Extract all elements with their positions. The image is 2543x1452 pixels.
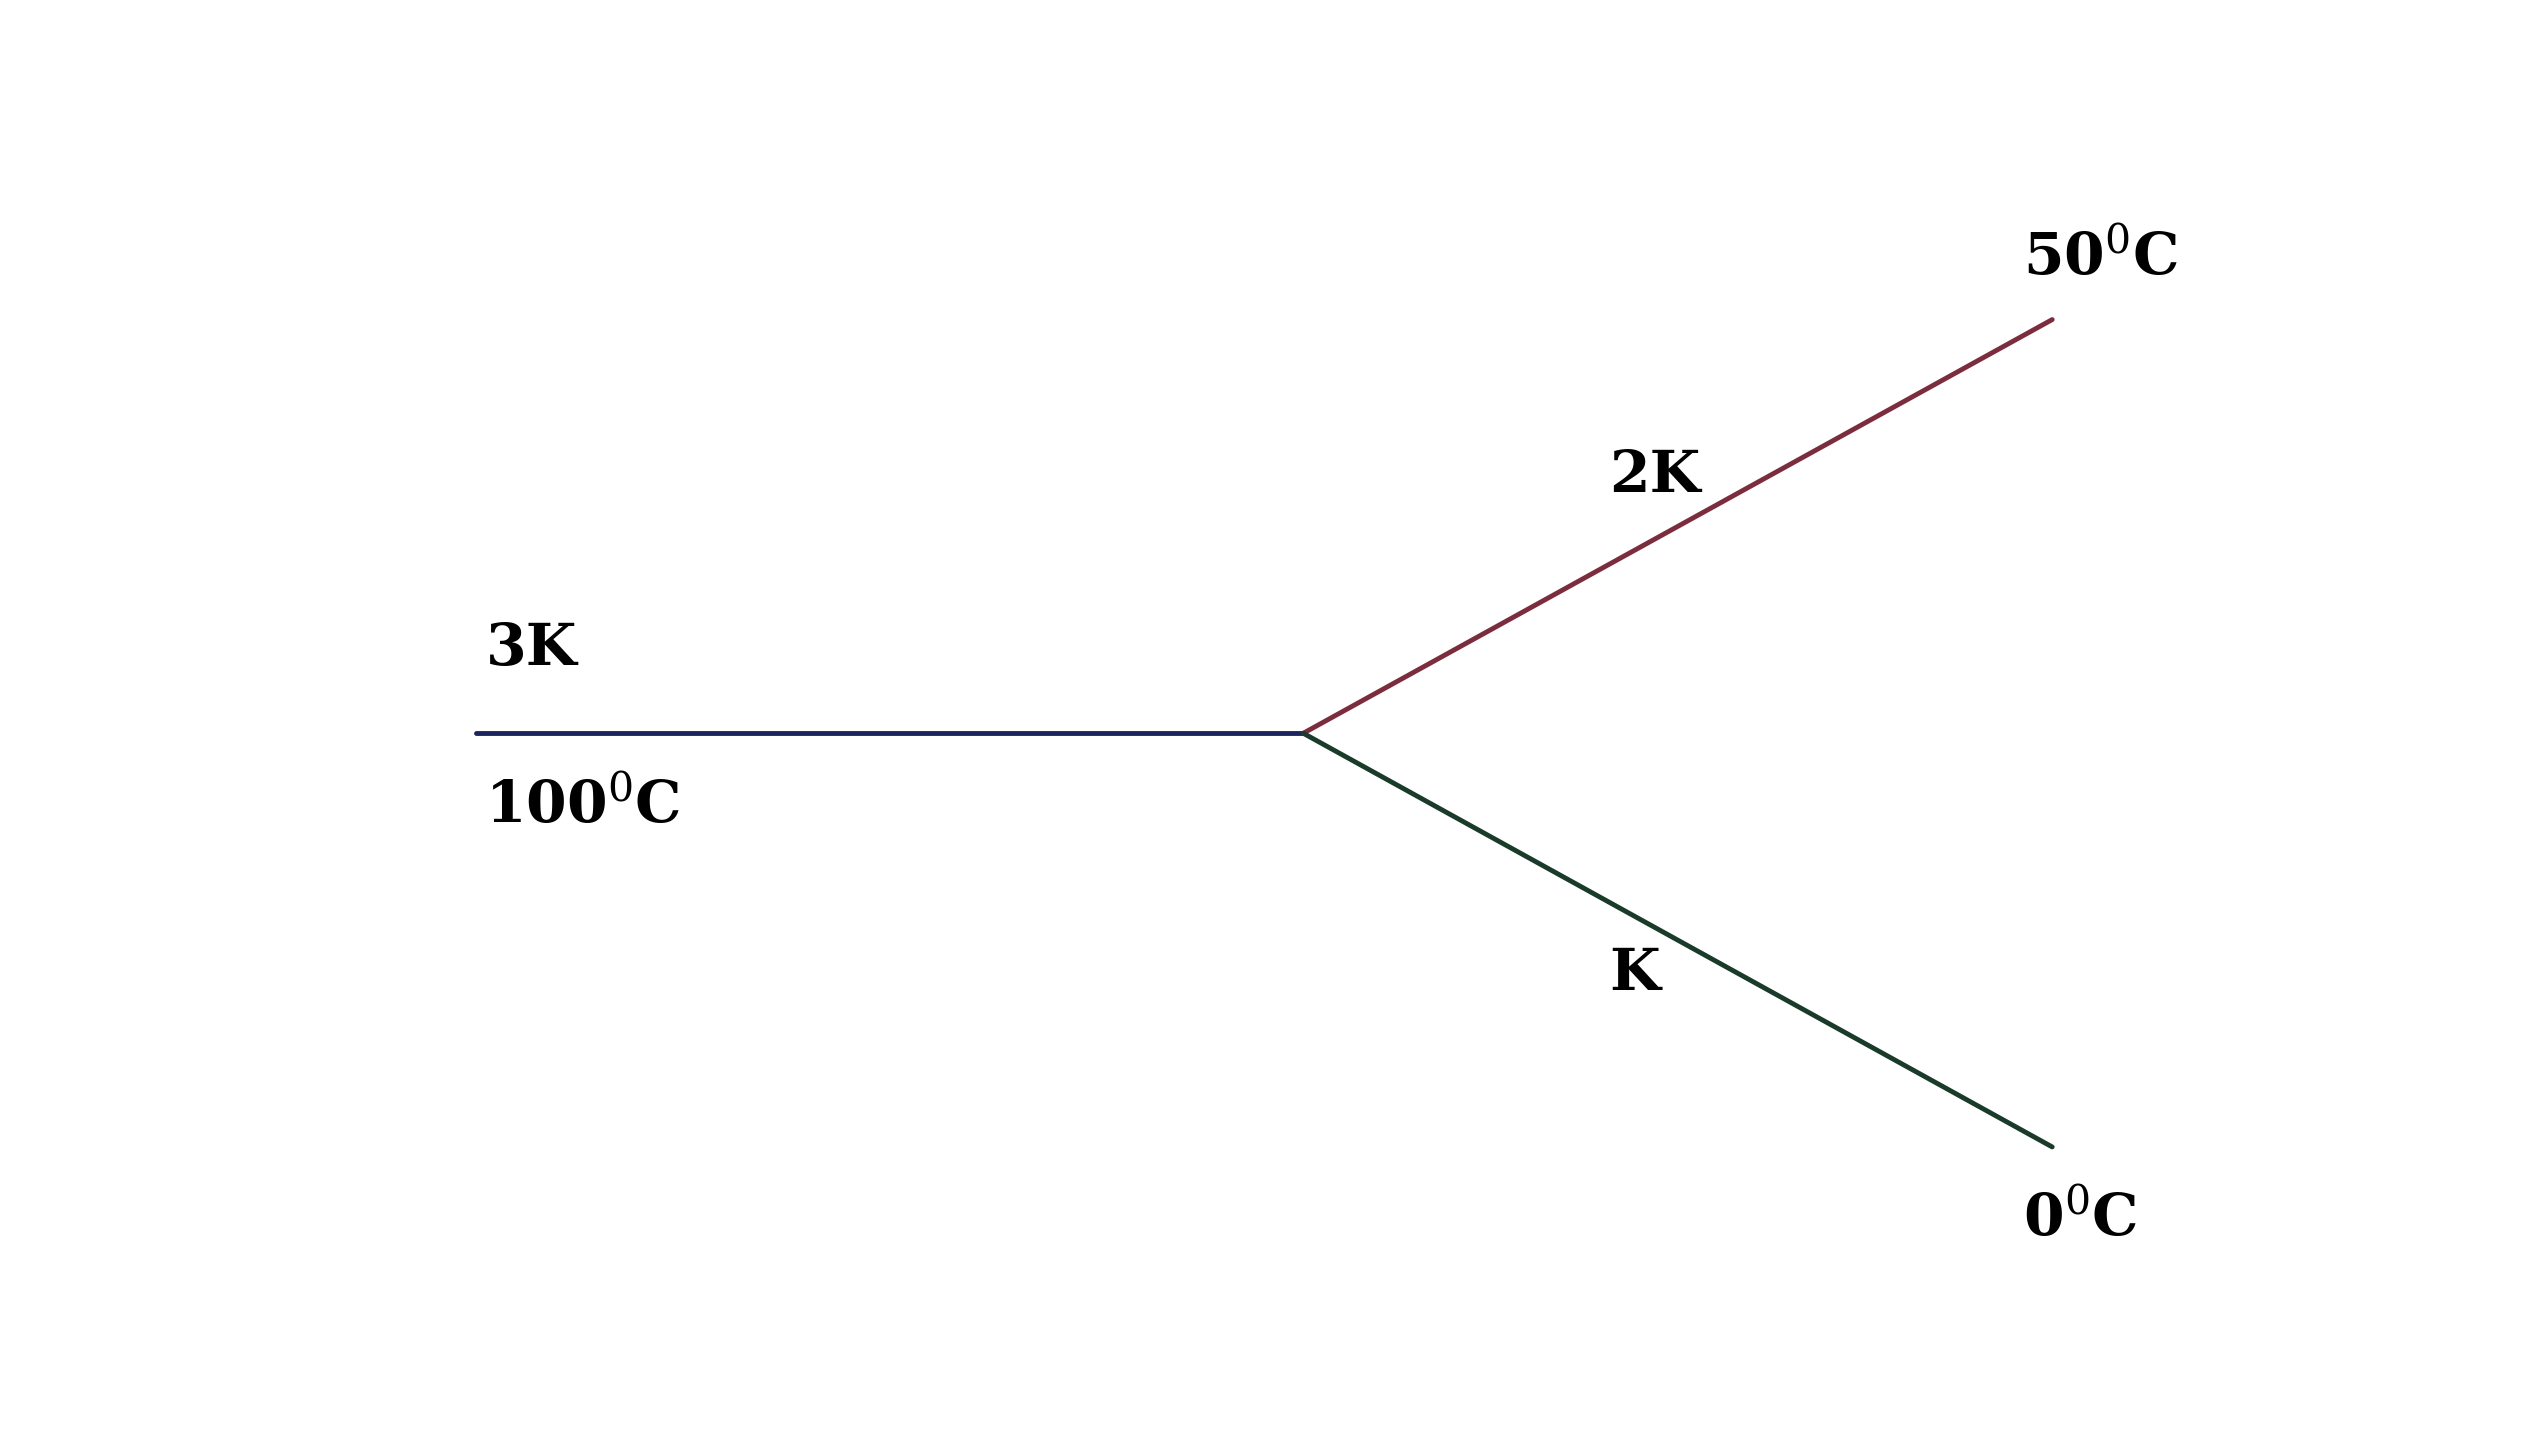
Text: 100$^0$C: 100$^0$C [486,777,682,835]
Text: 50$^0$C: 50$^0$C [2022,229,2177,286]
Text: 0$^0$C: 0$^0$C [2022,1191,2136,1249]
Text: 3K: 3K [486,621,577,678]
Text: 2K: 2K [1610,449,1701,504]
Text: K: K [1610,945,1661,1002]
